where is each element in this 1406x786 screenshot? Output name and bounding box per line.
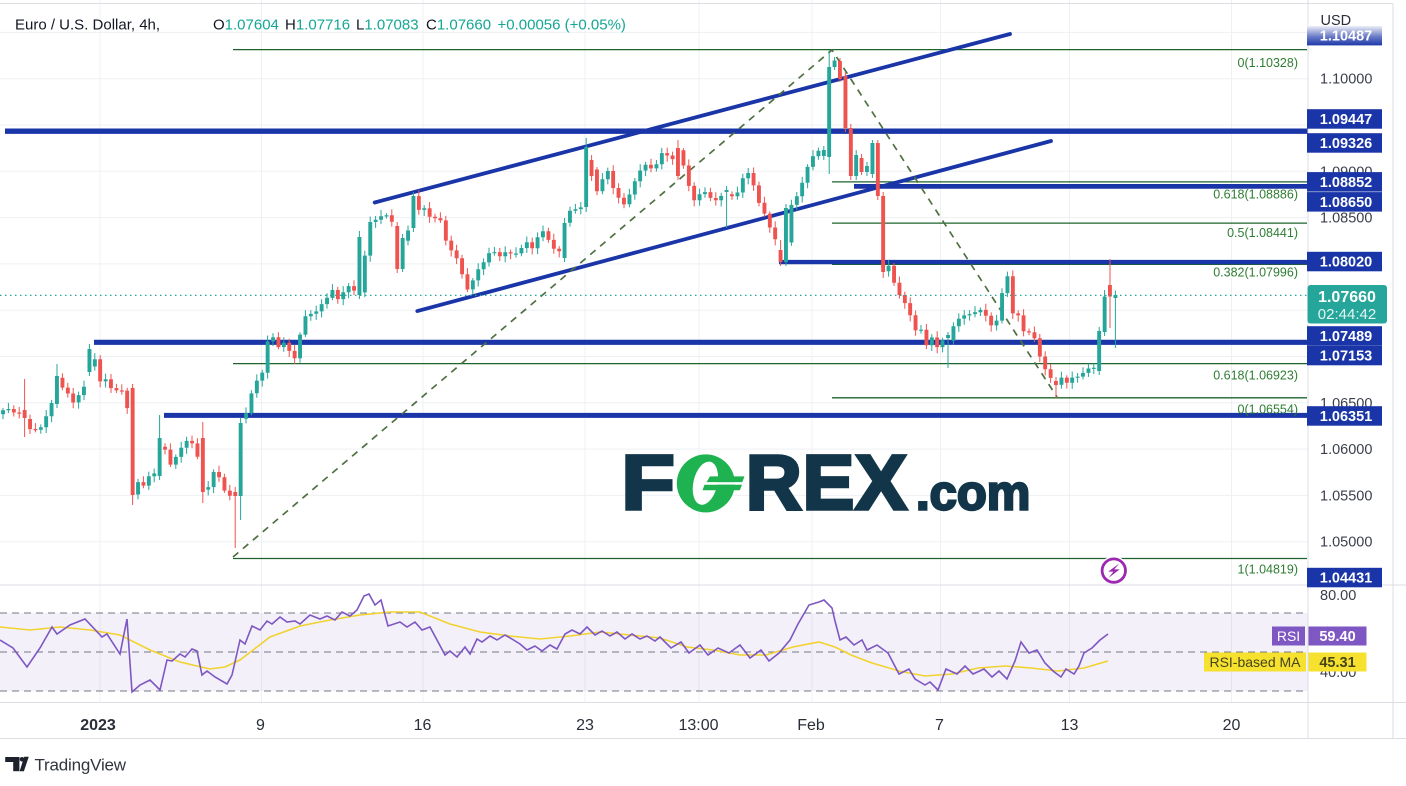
svg-text:1.05500: 1.05500 xyxy=(1320,488,1372,504)
svg-text:9: 9 xyxy=(256,717,265,734)
svg-text:C1.07660: C1.07660 xyxy=(426,17,491,34)
svg-text:0.618(1.08886): 0.618(1.08886) xyxy=(1213,188,1298,202)
svg-text:REX: REX xyxy=(746,440,908,526)
svg-text:1.08020: 1.08020 xyxy=(1320,255,1372,271)
svg-text:1.10000: 1.10000 xyxy=(1320,72,1372,88)
svg-text:0.618(1.06923): 0.618(1.06923) xyxy=(1213,369,1298,383)
svg-text:1.07660: 1.07660 xyxy=(1318,289,1376,306)
svg-text:L1.07083: L1.07083 xyxy=(356,17,419,34)
svg-text:1.04431: 1.04431 xyxy=(1320,571,1372,587)
svg-text:Euro / U.S. Dollar, 4h,: Euro / U.S. Dollar, 4h, xyxy=(15,17,160,34)
svg-text:02:44:42: 02:44:42 xyxy=(1318,306,1376,323)
svg-text:1.07153: 1.07153 xyxy=(1320,349,1372,365)
svg-text:RSI-based MA: RSI-based MA xyxy=(1209,654,1301,670)
svg-text:.com: .com xyxy=(916,467,1030,521)
svg-text:0(1.06554): 0(1.06554) xyxy=(1238,403,1298,417)
svg-text:7: 7 xyxy=(935,717,944,734)
svg-text:1.08650: 1.08650 xyxy=(1320,195,1372,211)
svg-text:H1.07716: H1.07716 xyxy=(285,17,350,34)
svg-text:80.00: 80.00 xyxy=(1320,588,1356,604)
svg-text:0(1.10328): 0(1.10328) xyxy=(1238,56,1298,70)
svg-text:1.09326: 1.09326 xyxy=(1320,136,1372,152)
svg-text:16: 16 xyxy=(414,717,432,734)
svg-text:20: 20 xyxy=(1223,717,1241,734)
svg-text:1.05000: 1.05000 xyxy=(1320,535,1372,551)
svg-text:F: F xyxy=(622,441,675,526)
svg-text:45.31: 45.31 xyxy=(1319,655,1355,671)
svg-text:1.07489: 1.07489 xyxy=(1320,329,1372,345)
svg-text:RSI: RSI xyxy=(1277,628,1300,644)
svg-text:Feb: Feb xyxy=(797,717,825,734)
svg-text:TradingView: TradingView xyxy=(35,756,127,775)
svg-text:23: 23 xyxy=(576,717,594,734)
svg-text:O1.07604: O1.07604 xyxy=(213,17,279,34)
svg-text:+0.00056 (+0.05%): +0.00056 (+0.05%) xyxy=(498,17,626,34)
svg-text:1(1.04819): 1(1.04819) xyxy=(1238,563,1298,577)
svg-text:13: 13 xyxy=(1061,717,1079,734)
svg-text:1.09447: 1.09447 xyxy=(1320,112,1372,128)
svg-text:1.06000: 1.06000 xyxy=(1320,442,1372,458)
svg-text:1.08852: 1.08852 xyxy=(1320,175,1372,191)
svg-text:13:00: 13:00 xyxy=(678,717,718,734)
svg-text:1.06351: 1.06351 xyxy=(1320,409,1372,425)
svg-text:0.5(1.08441): 0.5(1.08441) xyxy=(1227,226,1298,240)
svg-text:1.08500: 1.08500 xyxy=(1320,211,1372,227)
svg-text:59.40: 59.40 xyxy=(1319,629,1355,645)
svg-text:2023: 2023 xyxy=(80,717,116,734)
svg-text:0.382(1.07996): 0.382(1.07996) xyxy=(1213,266,1298,280)
svg-text:USD: USD xyxy=(1321,13,1352,29)
